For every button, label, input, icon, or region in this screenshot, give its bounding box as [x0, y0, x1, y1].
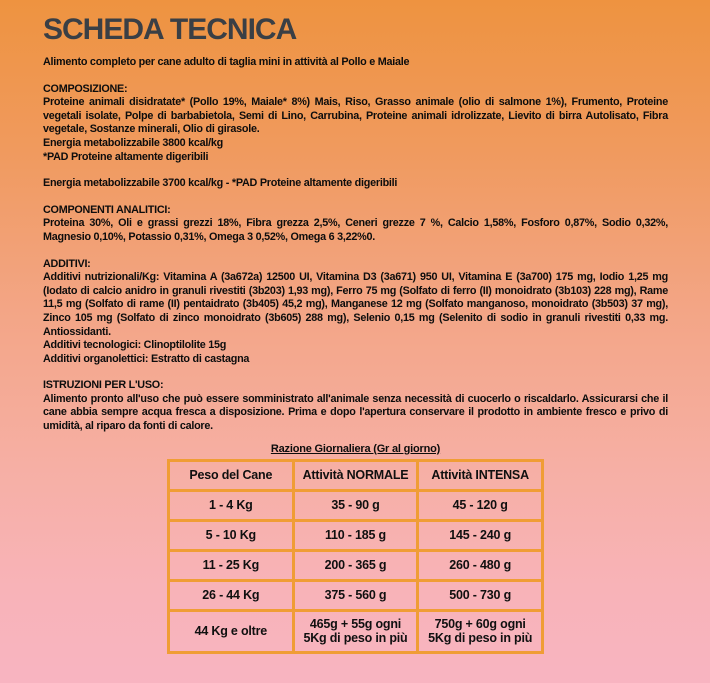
composizione-body: Proteine animali disidratate* (Pollo 19%…: [43, 96, 668, 136]
header-attivita-normale: Attività NORMALE: [291, 458, 420, 492]
ration-table: Peso del Cane Attività NORMALE Attività …: [167, 458, 544, 654]
table-row: 1 - 4 Kg 35 - 90 g 45 - 120 g: [167, 488, 544, 522]
ration-table-block: Razione Giornaliera (Gr al giorno) Peso …: [43, 443, 668, 654]
section-additivi: ADDITIVI: Additivi nutrizionali/Kg: Vita…: [43, 258, 668, 367]
table-row: 44 Kg e oltre 465g + 55g ogni 5Kg di pes…: [167, 608, 544, 654]
ration-table-head: Peso del Cane Attività NORMALE Attività …: [167, 458, 544, 492]
ration-table-body: 1 - 4 Kg 35 - 90 g 45 - 120 g 5 - 10 Kg …: [167, 488, 544, 654]
energy-3800-line: Energia metabolizzabile 3800 kcal/kg: [43, 136, 224, 149]
table-cell-weight: 44 Kg e oltre: [167, 608, 295, 654]
table-cell-intense: 145 - 240 g: [416, 518, 544, 552]
section-composizione: COMPOSIZIONE: Proteine animali disidrata…: [43, 83, 668, 165]
pad-note: *PAD Proteine altamente digeribili: [43, 150, 209, 163]
section-istruzioni: ISTRUZIONI PER L'USO: Alimento pronto al…: [43, 379, 668, 433]
composizione-heading: COMPOSIZIONE:: [43, 82, 128, 95]
table-cell-intense: 500 - 730 g: [416, 578, 544, 612]
table-cell-intense: 45 - 120 g: [416, 488, 544, 522]
table-cell-weight: 1 - 4 Kg: [167, 488, 295, 522]
header-peso-del-cane: Peso del Cane: [167, 458, 295, 492]
componenti-body: Proteina 30%, Oli e grassi grezzi 18%, F…: [43, 217, 668, 243]
table-header-row: Peso del Cane Attività NORMALE Attività …: [167, 458, 544, 492]
ration-table-title: Razione Giornaliera (Gr al giorno): [270, 442, 441, 455]
table-row: 11 - 25 Kg 200 - 365 g 260 - 480 g: [167, 548, 544, 582]
header-attivita-intensa: Attività INTENSA: [416, 458, 544, 492]
table-cell-weight: 11 - 25 Kg: [167, 548, 295, 582]
table-row: 5 - 10 Kg 110 - 185 g 145 - 240 g: [167, 518, 544, 552]
istruzioni-body: Alimento pronto all'uso che può essere s…: [43, 392, 668, 433]
page-title: SCHEDA TECNICA: [43, 13, 297, 46]
istruzioni-heading: ISTRUZIONI PER L'USO:: [43, 379, 164, 392]
componenti-heading: COMPONENTI ANALITICI:: [43, 203, 171, 216]
table-cell-intense: 260 - 480 g: [416, 548, 544, 582]
energy-summary-line: Energia metabolizzabile 3700 kcal/kg - *…: [43, 177, 398, 190]
table-cell-normal: 465g + 55g ogni 5Kg di peso in più: [291, 608, 420, 654]
section-componenti-analitici: COMPONENTI ANALITICI: Proteina 30%, Oli …: [43, 204, 668, 245]
additivi-organolettici-line: Additivi organolettici: Estratto di cast…: [43, 352, 250, 365]
additivi-nutrizionali-body: Additivi nutrizionali/Kg: Vitamina A (3a…: [43, 271, 668, 338]
additivi-tecnologici-line: Additivi tecnologici: Clinoptilolite 15g: [43, 339, 227, 352]
sheet-content: SCHEDA TECNICA Alimento completo per can…: [43, 13, 668, 654]
table-row: 26 - 44 Kg 375 - 560 g 500 - 730 g: [167, 578, 544, 612]
table-cell-normal: 35 - 90 g: [291, 488, 420, 522]
product-subtitle: Alimento completo per cane adulto di tag…: [43, 56, 410, 68]
table-cell-weight: 5 - 10 Kg: [167, 518, 295, 552]
table-cell-intense: 750g + 60g ogni 5Kg di peso in più: [416, 608, 544, 654]
table-cell-normal: 375 - 560 g: [291, 578, 420, 612]
table-cell-weight: 26 - 44 Kg: [167, 578, 295, 612]
additivi-heading: ADDITIVI:: [43, 257, 91, 270]
table-cell-normal: 200 - 365 g: [291, 548, 420, 582]
table-cell-normal: 110 - 185 g: [291, 518, 420, 552]
